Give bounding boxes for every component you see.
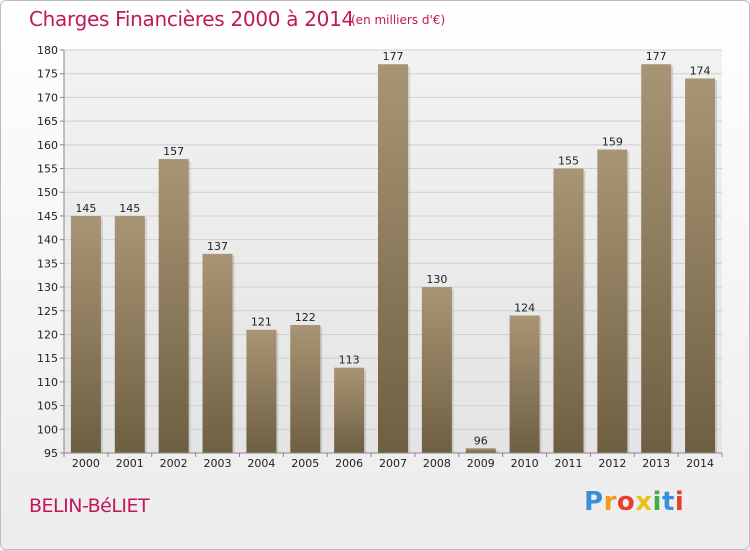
bar-2003 (202, 253, 233, 453)
y-tick-label: 165 (37, 115, 58, 128)
x-tick-label: 2000 (72, 457, 100, 470)
bar-2002 (158, 159, 189, 453)
bar-2007 (378, 64, 408, 454)
bar-2009 (465, 448, 496, 453)
data-label: 130 (426, 273, 447, 286)
bar-2014 (685, 78, 716, 454)
data-label: 157 (163, 145, 184, 158)
bars (70, 64, 718, 454)
logo-letter: r (603, 487, 617, 517)
bar-2011 (553, 168, 584, 453)
y-tick-label: 110 (37, 376, 58, 389)
bar-2013 (641, 64, 672, 454)
y-tick-label: 105 (37, 400, 58, 413)
x-tick-label: 2011 (554, 457, 582, 470)
y-tick-label: 95 (44, 447, 58, 460)
bar-2010 (509, 315, 540, 453)
data-label: 96 (474, 434, 488, 447)
bar-2008 (421, 287, 452, 453)
chart-title: Charges Financières 2000 à 2014 (29, 7, 354, 31)
bar-2005 (290, 324, 321, 453)
y-tick-label: 125 (37, 305, 58, 318)
y-tick-label: 175 (37, 68, 58, 81)
bar-2000 (70, 215, 101, 453)
chart-subtitle: (en milliers d'€) (351, 13, 446, 27)
data-label: 145 (75, 202, 96, 215)
data-label: 155 (558, 155, 579, 168)
y-tick-label: 145 (37, 210, 58, 223)
data-label: 137 (207, 240, 228, 253)
x-tick-label: 2007 (379, 457, 407, 470)
x-tick-label: 2008 (423, 457, 451, 470)
logo-letter: o (616, 487, 636, 517)
data-label: 145 (119, 202, 140, 215)
data-labels: 145 145 157 137 121 122 113 177 130 96 124 155 159 17… (75, 50, 710, 447)
logo-letter: x (635, 487, 653, 517)
logo-letter: i (674, 487, 685, 517)
data-label: 177 (646, 50, 667, 63)
logo-letter: t (661, 487, 675, 517)
y-tick-label: 160 (37, 139, 58, 152)
x-tick-label: 2012 (598, 457, 626, 470)
y-tick-label: 130 (37, 281, 58, 294)
bar-2004 (246, 329, 277, 453)
x-tick-label: 2005 (291, 457, 319, 470)
bar-2006 (334, 367, 365, 453)
proxiti-logo: Proxiti (584, 487, 684, 517)
logo-letter: P (584, 487, 604, 517)
x-tick-label: 2004 (247, 457, 275, 470)
logo-letter: i (652, 487, 662, 517)
x-tick-label: 2009 (467, 457, 495, 470)
x-tick-label: 2002 (160, 457, 188, 470)
x-tick-label: 2001 (116, 457, 144, 470)
x-tick-label: 2006 (335, 457, 363, 470)
data-label: 121 (251, 316, 272, 329)
data-label: 159 (602, 136, 623, 149)
data-label: 124 (514, 302, 535, 315)
x-tick-label: 2010 (511, 457, 539, 470)
data-label: 122 (295, 311, 316, 324)
data-label: 177 (383, 50, 404, 63)
data-label: 113 (339, 354, 360, 367)
y-tick-label: 120 (37, 328, 58, 341)
y-tick-label: 140 (37, 234, 58, 247)
x-axis: 2000 2001 2002 2003 2004 2005 2006 2007 2008 2009… (63, 452, 723, 470)
data-label: 174 (690, 64, 711, 77)
y-tick-label: 115 (37, 352, 58, 365)
bar-2012 (597, 149, 628, 454)
y-axis: 95 100 105 110 115 120 125 130 135 140 145 150 155 16… (37, 44, 65, 460)
x-tick-label: 2014 (686, 457, 714, 470)
x-tick-label: 2013 (642, 457, 670, 470)
y-tick-label: 180 (37, 44, 58, 57)
y-tick-label: 150 (37, 186, 58, 199)
city-name: BELIN-BéLIET (29, 495, 150, 517)
y-tick-label: 155 (37, 163, 58, 176)
bar-2001 (114, 215, 145, 453)
y-tick-label: 135 (37, 257, 58, 270)
y-tick-label: 170 (37, 91, 58, 104)
y-tick-label: 100 (37, 423, 58, 436)
x-tick-label: 2003 (204, 457, 232, 470)
